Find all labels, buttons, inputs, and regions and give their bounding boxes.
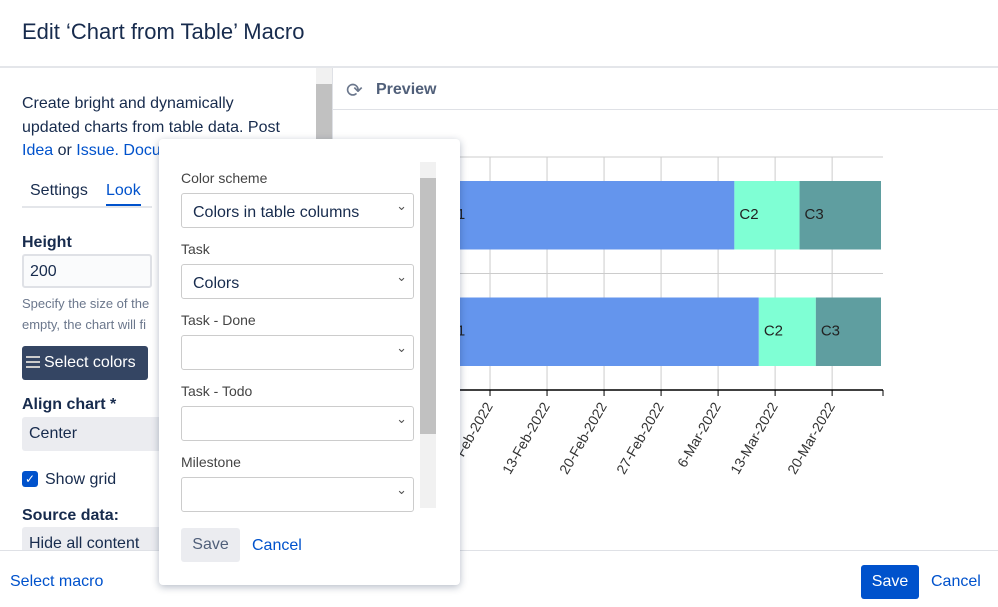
tab-active[interactable]: Look [106, 182, 141, 206]
bar-label: C2 [739, 206, 758, 223]
text: or [57, 142, 72, 159]
description: Create bright and dynamically [22, 95, 234, 112]
popup-save-button[interactable]: Save [181, 528, 240, 562]
divider [0, 550, 998, 551]
bar-segment [433, 297, 759, 366]
field-label: Task - Todo [181, 383, 253, 399]
select-macro-link[interactable]: Select macro [10, 573, 104, 590]
field-label: Source data: [22, 507, 119, 524]
links: Idea or Issue. Docu [22, 142, 161, 160]
bar-label: C3 [821, 323, 840, 340]
x-tick-label: 13-Mar-2022 [727, 399, 781, 477]
select-colors-button[interactable]: Select colors [22, 346, 148, 380]
scroll-thumb[interactable] [420, 178, 436, 434]
x-tick-label: 20-Mar-2022 [784, 399, 838, 477]
select[interactable]: Colors [181, 264, 414, 299]
select[interactable] [181, 477, 414, 512]
divider [0, 66, 998, 68]
field-label: Milestone [181, 454, 241, 470]
field-label: Task - Done [181, 312, 256, 328]
tab[interactable]: Settings [30, 182, 88, 199]
checkbox-label: Show grid [45, 471, 117, 488]
preview-title: Preview [376, 81, 437, 98]
field-label: Align chart * [22, 396, 117, 413]
x-tick-label: 13-Feb-2022 [499, 399, 553, 477]
field-label: Color scheme [181, 170, 268, 186]
bar-segment [758, 297, 816, 366]
divider [333, 109, 998, 110]
checkbox[interactable]: ✓ [22, 471, 38, 487]
bar-segment [433, 181, 735, 250]
select[interactable]: Colors in table columns [181, 193, 414, 228]
bar-segment [815, 297, 881, 366]
help-text: Specify the size of the [22, 296, 150, 311]
field-label: Height [22, 234, 72, 251]
link[interactable]: Issue. [76, 142, 119, 159]
button-text: Select colors [44, 354, 136, 371]
bar-segment [799, 181, 881, 250]
chart: 6-Feb-2022 13-Feb-2022 20-Feb-2022 27-Feb-2… [433, 156, 884, 477]
x-tick-label: 20-Feb-2022 [556, 399, 610, 477]
color-popup: Save Cancel Color scheme Colors in table … [159, 139, 460, 585]
description: updated charts from table data. Post [22, 119, 280, 136]
x-tick-label: 6-Mar-2022 [674, 399, 724, 470]
scrollbar[interactable] [420, 162, 436, 508]
bar-label: C3 [805, 206, 824, 223]
bar-segment [734, 181, 800, 250]
help-text: empty, the chart will fi [22, 317, 147, 332]
tab-underline [22, 206, 152, 208]
x-tick-label: 27-Feb-2022 [613, 399, 667, 477]
menu-icon [26, 356, 40, 358]
cancel-link[interactable]: Cancel [931, 573, 981, 590]
field-label: Task [181, 241, 210, 257]
save-button[interactable]: Save [861, 565, 919, 599]
popup-cancel-link[interactable]: Cancel [252, 537, 302, 554]
bar-label: C2 [764, 323, 783, 340]
height-input[interactable]: 200 [22, 254, 152, 288]
link[interactable]: Idea [22, 142, 54, 159]
refresh-icon[interactable]: ⟳ [346, 80, 363, 102]
dialog-title: Edit ‘Chart from Table’ Macro [22, 19, 305, 44]
select[interactable] [181, 406, 414, 441]
select[interactable] [181, 335, 414, 370]
link[interactable]: Docu [123, 142, 161, 159]
